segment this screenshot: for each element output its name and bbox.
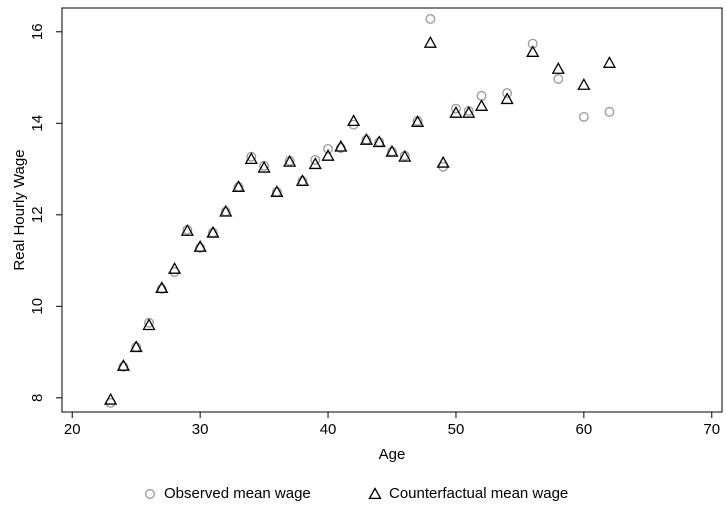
x-tick-label: 60	[576, 421, 593, 438]
point	[231, 180, 246, 192]
point	[500, 92, 514, 105]
x-tick-label: 70	[703, 421, 720, 438]
point	[436, 155, 450, 168]
point	[142, 318, 156, 331]
point	[219, 204, 233, 217]
point	[167, 261, 182, 274]
point	[359, 132, 374, 145]
point	[604, 106, 615, 117]
y-tick-label: 10	[29, 298, 46, 315]
legend-marker	[145, 489, 155, 499]
point	[423, 35, 437, 48]
point	[348, 119, 359, 130]
point	[334, 139, 348, 152]
point	[244, 152, 258, 165]
y-tick-label: 8	[29, 394, 46, 402]
point	[270, 185, 284, 197]
point	[410, 115, 425, 127]
point	[385, 144, 399, 157]
point	[398, 149, 412, 162]
point	[116, 358, 131, 371]
x-axis-label: Age	[379, 446, 406, 463]
point	[193, 239, 207, 252]
point	[155, 281, 169, 294]
point	[295, 174, 310, 186]
point	[310, 154, 321, 165]
point	[129, 340, 143, 353]
point	[103, 392, 118, 405]
point	[451, 103, 461, 114]
point	[474, 99, 489, 111]
point	[180, 223, 194, 236]
y-tick-label: 16	[29, 23, 46, 40]
point	[257, 160, 271, 173]
x-tick-label: 40	[320, 421, 337, 438]
plot-frame	[61, 7, 723, 413]
point	[449, 105, 463, 118]
point	[553, 73, 564, 84]
point	[462, 105, 476, 118]
x-tick-label: 50	[448, 421, 465, 438]
point	[526, 45, 540, 57]
point	[347, 114, 361, 127]
point	[425, 14, 436, 24]
point	[527, 38, 538, 49]
point	[206, 225, 220, 238]
legend-marker	[368, 487, 382, 500]
y-tick-label: 14	[29, 115, 46, 132]
point	[602, 56, 617, 68]
x-tick-label: 30	[192, 421, 209, 438]
point	[577, 78, 591, 90]
point	[308, 157, 322, 170]
point	[502, 88, 513, 99]
legend-label: Observed mean wage	[164, 485, 311, 502]
x-tick-label: 20	[64, 421, 81, 438]
y-tick-label: 12	[29, 206, 46, 223]
y-axis-label: Real Hourly Wage	[11, 149, 28, 270]
point	[321, 148, 335, 161]
point	[578, 111, 589, 122]
point	[283, 154, 297, 167]
legend-label: Counterfactual mean wage	[389, 485, 568, 502]
point	[551, 62, 565, 74]
point	[372, 135, 386, 148]
point	[323, 143, 333, 154]
